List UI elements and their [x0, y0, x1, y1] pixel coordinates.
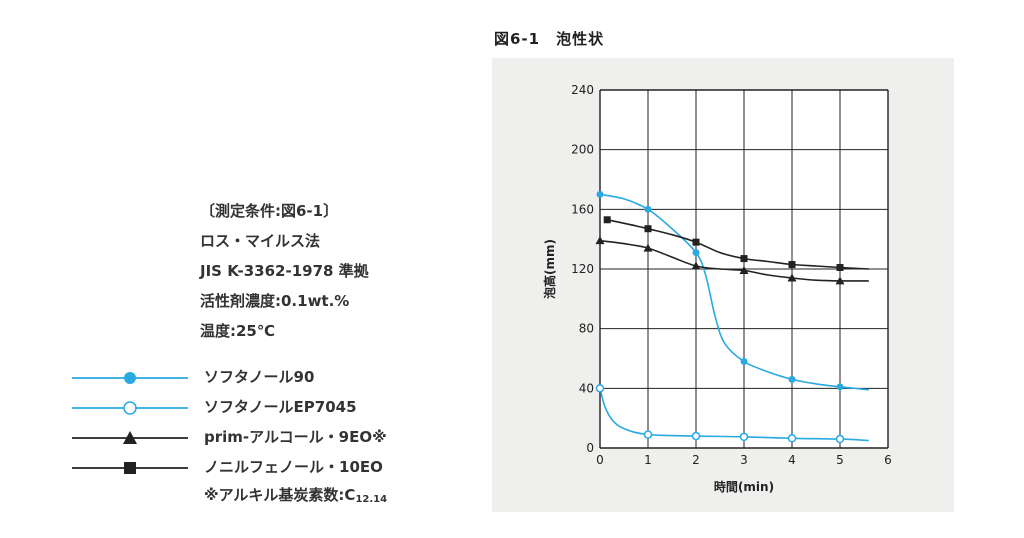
x-tick-label: 5 — [836, 453, 844, 467]
data-point-open-circle — [643, 430, 653, 439]
legend-note: ※アルキル基炭素数:C12.14 — [204, 484, 387, 505]
x-tick-label: 6 — [884, 453, 892, 467]
x-axis-label: 時間(min) — [714, 479, 774, 494]
conditions-method: ロス・マイルス法 — [200, 232, 321, 250]
data-point-filled-circle — [124, 372, 136, 384]
conditions-temperature: 温度:25℃ — [200, 322, 276, 340]
data-point-open-circle — [691, 431, 701, 441]
data-point-open-circle — [835, 434, 845, 444]
data-point-triangle — [595, 236, 605, 245]
data-point-triangle — [123, 431, 137, 444]
data-point-square — [788, 261, 796, 269]
x-tick-label: 3 — [740, 453, 748, 467]
legend-note-text: ※アルキル基炭素数:C — [204, 486, 356, 504]
data-point-square — [603, 216, 611, 224]
y-tick-label: 40 — [579, 381, 594, 395]
y-tick-label: 120 — [571, 262, 594, 276]
y-tick-label: 0 — [586, 441, 594, 455]
legend-label-prim-alcohol-9eo: prim-アルコール・9EO※ — [204, 428, 387, 446]
figure-title: 図6-1 泡性状 — [494, 30, 605, 48]
data-point-filled-circle — [644, 205, 652, 213]
x-tick-label: 0 — [596, 453, 604, 467]
data-point-triangle — [835, 276, 845, 285]
data-point-triangle — [691, 261, 701, 270]
data-point-triangle — [739, 265, 749, 274]
measurement-conditions: 〔測定条件:図6-1〕 ロス・マイルス法 JIS K-3362-1978 準拠 … — [200, 196, 369, 346]
series-line-softanol-ep7045 — [599, 388, 869, 442]
data-point-square — [740, 255, 748, 263]
data-point-open-circle — [123, 401, 137, 415]
x-tick-label: 1 — [644, 453, 652, 467]
legend-label-softanol-ep7045: ソフタノールEP7045 — [204, 398, 357, 416]
data-point-triangle — [643, 243, 653, 252]
y-tick-label: 80 — [579, 322, 594, 336]
data-point-open-circle — [739, 432, 749, 442]
data-point-square — [836, 264, 844, 272]
conditions-standard: JIS K-3362-1978 準拠 — [200, 262, 369, 280]
y-axis-label: 泡高(mm) — [542, 239, 557, 299]
foam-chart: 0 1 2 3 4 5 6 0 40 80 120 160 200 240 時間(min) 泡高(mm) — [492, 58, 954, 512]
data-point-square — [644, 225, 652, 233]
data-point-open-circle — [595, 384, 605, 393]
tick-labels: 0 1 2 3 4 5 6 0 40 80 120 160 200 240 — [571, 83, 892, 467]
data-point-square — [692, 238, 700, 246]
legend-label-nonylphenol-10eo: ノニルフェノール・10EO — [204, 458, 383, 476]
data-point-triangle — [787, 273, 797, 282]
data-point-filled-circle — [788, 375, 796, 383]
data-point-filled-circle — [692, 249, 700, 257]
data-point-filled-circle — [836, 383, 844, 391]
data-point-filled-circle — [596, 190, 604, 198]
series-markers — [595, 190, 845, 444]
legend-note-subscript: 12.14 — [355, 494, 388, 505]
data-point-open-circle — [787, 434, 797, 443]
y-tick-label: 160 — [571, 202, 594, 216]
legend-markers — [72, 372, 188, 474]
x-tick-label: 4 — [788, 453, 796, 467]
y-tick-label: 200 — [571, 143, 594, 157]
conditions-concentration: 活性剤濃度:0.1wt.% — [200, 292, 350, 310]
legend-label-softanol-90: ソフタノール90 — [204, 368, 315, 386]
x-tick-label: 2 — [692, 453, 700, 467]
legend: ソフタノール90 ソフタノールEP7045 prim-アルコール・9EO※ ノニ… — [70, 366, 490, 516]
y-tick-label: 240 — [571, 83, 594, 97]
data-point-filled-circle — [740, 357, 748, 365]
data-point-square — [124, 462, 136, 474]
conditions-heading: 〔測定条件:図6-1〕 — [200, 202, 339, 220]
